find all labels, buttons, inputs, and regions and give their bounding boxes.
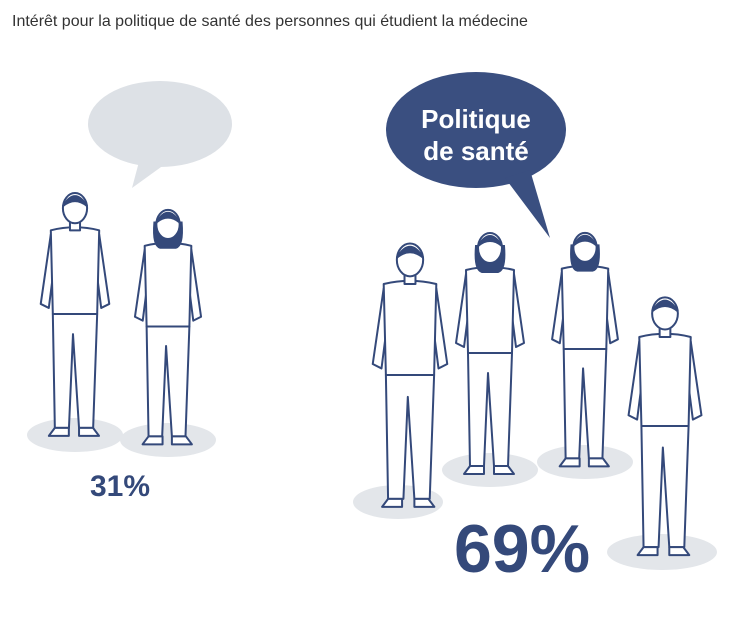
title: Intérêt pour la politique de santé des p…	[12, 13, 528, 30]
person-part	[636, 546, 659, 557]
person-part	[47, 426, 70, 437]
person-part	[562, 348, 608, 460]
person-part	[49, 226, 101, 315]
person-part	[558, 457, 581, 468]
person-part	[62, 195, 88, 207]
person-part	[384, 374, 436, 500]
bubble-text: de santé	[423, 136, 529, 166]
person-part	[155, 211, 181, 224]
person-part	[413, 497, 436, 508]
person-part	[143, 241, 193, 328]
person-part	[477, 235, 503, 247]
person-part	[382, 279, 438, 376]
person-part	[668, 546, 691, 557]
person-part	[638, 332, 692, 427]
person-part	[651, 299, 679, 313]
person-part	[395, 245, 425, 259]
speech-bubble: Politique de santé	[386, 72, 566, 238]
bubble-text: Politique	[421, 104, 531, 134]
person-part	[465, 266, 515, 354]
person-part	[170, 435, 193, 446]
person-part	[51, 313, 99, 429]
person-part	[587, 457, 610, 468]
people	[39, 192, 703, 557]
percent-label: 69%	[454, 511, 590, 587]
person-part	[78, 426, 101, 437]
person-part	[145, 325, 191, 438]
person-part	[493, 465, 515, 475]
person-part	[381, 497, 404, 508]
person-part	[640, 425, 690, 549]
person-part	[141, 435, 164, 446]
percent-label: 31%	[90, 470, 150, 503]
empty-speech-bubble	[88, 81, 232, 188]
person-part	[463, 465, 485, 475]
person-part	[572, 234, 598, 247]
person-part	[467, 352, 513, 467]
person-part	[560, 264, 610, 350]
